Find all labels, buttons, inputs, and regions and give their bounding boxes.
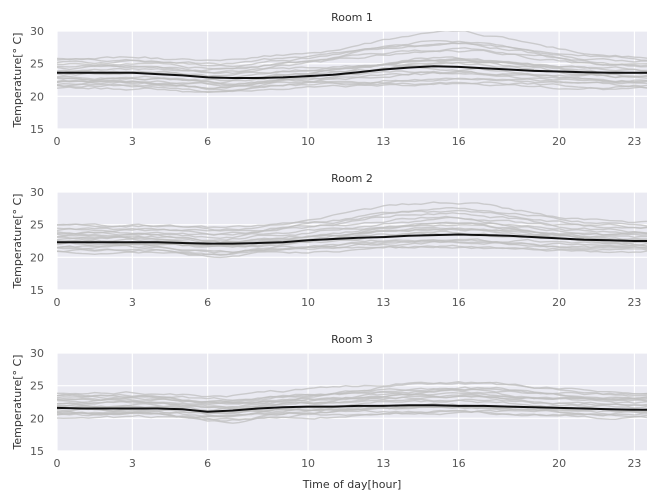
x-tick-label: 6: [204, 135, 211, 148]
y-tick-label: 15: [30, 445, 44, 458]
x-tick-label: 13: [376, 296, 390, 309]
series-line: [57, 409, 647, 422]
y-axis-label: Temperature[° C]: [11, 355, 24, 451]
series-line: [57, 404, 647, 419]
x-tick-label: 16: [452, 296, 466, 309]
trace-group: [57, 31, 647, 94]
y-axis-label: Temperature[° C]: [11, 194, 24, 290]
y-tick-label: 20: [30, 251, 44, 264]
series-line: [57, 40, 647, 66]
y-tick-label: 25: [30, 380, 44, 393]
y-tick-label: 25: [30, 219, 44, 232]
series-line: [57, 77, 647, 94]
y-tick-label: 15: [30, 123, 44, 136]
x-tick-label: 20: [552, 457, 566, 470]
series-line: [57, 65, 647, 87]
x-tick-label: 23: [627, 135, 641, 148]
series-line: [57, 230, 647, 248]
series-line: [57, 395, 647, 410]
y-tick-label: 15: [30, 284, 44, 297]
panel-title: Room 2: [331, 172, 373, 185]
x-axis-label: Time of day[hour]: [302, 478, 402, 491]
series-line: [57, 221, 647, 240]
y-tick-label: 30: [30, 25, 44, 38]
x-tick-label: 10: [301, 135, 315, 148]
x-tick-label: 6: [204, 296, 211, 309]
x-tick-label: 16: [452, 457, 466, 470]
mean-line: [57, 65, 647, 79]
series-line: [57, 58, 647, 79]
series-line: [57, 381, 647, 398]
x-tick-label: 23: [627, 457, 641, 470]
series-line: [57, 386, 647, 403]
series-line: [57, 81, 647, 92]
panel-3: 0 3 6 10 13 16 20 23 15 20 25 30 Room 3 Temperature[°…: [11, 333, 647, 491]
x-tick-label: 10: [301, 457, 315, 470]
x-tick-label: 20: [552, 135, 566, 148]
series-line: [57, 49, 647, 70]
trace-group: [57, 201, 647, 259]
series-line: [57, 244, 647, 256]
series-line: [57, 206, 647, 231]
panel-1: 0 3 6 10 13 16 20 23 15 20 25 30 Room 1 Temperature[°…: [11, 11, 647, 148]
x-tick-label: 6: [204, 457, 211, 470]
series-line: [57, 227, 647, 244]
series-line: [57, 240, 647, 254]
x-tick-label: 23: [627, 296, 641, 309]
x-tick-label: 3: [129, 296, 136, 309]
panel-title: Room 1: [331, 11, 373, 24]
x-tick-label: 20: [552, 296, 566, 309]
x-tick-label: 3: [129, 457, 136, 470]
trace-group: [57, 380, 647, 424]
series-line: [57, 81, 647, 93]
y-axis-label: Temperature[° C]: [11, 33, 24, 129]
series-line: [57, 405, 647, 418]
series-line: [57, 41, 647, 72]
series-line: [57, 245, 647, 259]
mean-line: [57, 404, 647, 413]
y-tick-label: 30: [30, 186, 44, 199]
y-tick-label: 20: [30, 90, 44, 103]
x-tick-label: 16: [452, 135, 466, 148]
series-line: [57, 59, 647, 75]
series-line: [57, 212, 647, 236]
x-tick-label: 0: [54, 457, 61, 470]
series-line: [57, 209, 647, 233]
y-tick-label: 30: [30, 347, 44, 360]
y-tick-label: 20: [30, 412, 44, 425]
x-tick-label: 0: [54, 296, 61, 309]
x-tick-label: 0: [54, 135, 61, 148]
x-tick-label: 3: [129, 135, 136, 148]
series-line: [57, 398, 647, 409]
x-tick-label: 10: [301, 296, 315, 309]
series-line: [57, 395, 647, 405]
x-tick-label: 13: [376, 457, 390, 470]
y-tick-label: 25: [30, 58, 44, 71]
x-tick-label: 13: [376, 135, 390, 148]
panel-title: Room 3: [331, 333, 373, 346]
series-line: [57, 239, 647, 254]
panel-2: 0 3 6 10 13 16 20 23 15 20 25 30 Room 2 Temperature[°…: [11, 172, 647, 309]
series-line: [57, 31, 647, 62]
mean-line: [57, 233, 647, 245]
series-line: [57, 71, 647, 90]
